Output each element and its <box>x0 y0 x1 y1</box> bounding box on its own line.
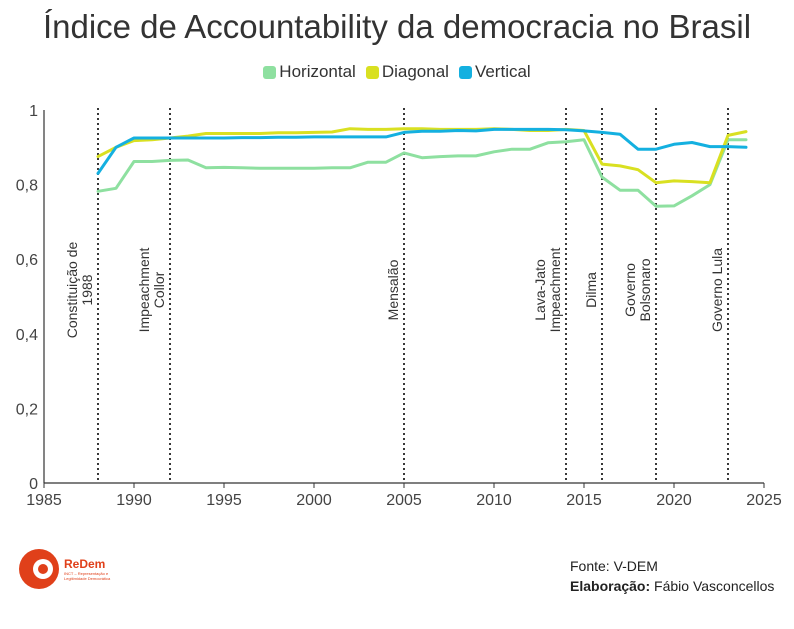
event-label-line: 1988 <box>79 274 95 305</box>
event-label-line: Governo <box>622 263 638 317</box>
logo-name: ReDem <box>64 557 106 571</box>
x-tick-label: 2025 <box>746 492 782 509</box>
event-label: Constituição de 1988 <box>64 242 95 339</box>
series-line-diagonal <box>96 127 748 185</box>
legend-swatch-vertical <box>458 65 472 79</box>
series-line-vertical <box>96 127 748 175</box>
y-tick-label: 0,6 <box>16 252 38 269</box>
footer-credits: Fonte: V-DEM Elaboração: Fábio Vasconcel… <box>570 556 774 596</box>
event-label: Impeachment Collor <box>136 247 167 332</box>
redem-logo-icon <box>19 549 59 589</box>
y-tick-label: 0,8 <box>16 178 38 195</box>
x-tick-label: 2005 <box>386 492 422 509</box>
legend-swatch-diagonal <box>365 65 379 79</box>
event-label-line: Mensalão <box>385 259 401 320</box>
logo-text: ReDem INCT – Representação e Legitimidad… <box>64 557 114 581</box>
legend-swatch-horizontal <box>263 65 277 79</box>
event-annotations: Constituição de 1988 Impeachment Collor Mens… <box>64 108 729 483</box>
axes: 1985 1990 1995 2000 2005 2010 2015 2020 2025 0 0,2… <box>16 103 782 509</box>
y-tick-label: 1 <box>29 103 38 120</box>
event-label-line: Governo Lula <box>709 248 725 332</box>
event-label: Governo Lula <box>709 248 725 332</box>
credit-label: Elaboração: <box>570 578 651 594</box>
event-label-line: Dilma <box>583 272 599 308</box>
event-label-line: Impeachment <box>136 247 152 332</box>
x-tick-label: 1985 <box>26 492 62 509</box>
y-tick-label: 0,2 <box>16 401 38 418</box>
credit-line: Elaboração: Fábio Vasconcellos <box>570 576 774 596</box>
x-tick-label: 2010 <box>476 492 512 509</box>
event-label-line: Impeachment <box>547 247 563 332</box>
event-label: Lava-Jato Impeachment <box>532 247 563 332</box>
x-tick-label: 1995 <box>206 492 242 509</box>
event-label: Governo Bolsonaro <box>622 258 653 321</box>
legend: Horizontal Diagonal Vertical <box>0 62 794 82</box>
event-label-line: Lava-Jato <box>532 259 548 321</box>
y-tick-label: 0,4 <box>16 327 38 344</box>
legend-item-vertical[interactable]: Vertical <box>458 62 531 82</box>
source-text: Fonte: V-DEM <box>570 558 658 574</box>
x-tick-label: 1990 <box>116 492 152 509</box>
series-lines <box>96 127 748 208</box>
y-tick-label: 0 <box>29 476 38 493</box>
series-line-horizontal <box>96 138 748 208</box>
legend-item-horizontal[interactable]: Horizontal <box>263 62 356 82</box>
x-tick-label: 2015 <box>566 492 602 509</box>
logo-subtitle: INCT – Representação e Legitimidade Demo… <box>64 571 111 581</box>
legend-label-vertical: Vertical <box>474 62 531 81</box>
legend-label-diagonal: Diagonal <box>381 62 449 81</box>
event-label-line: Constituição de <box>64 242 80 339</box>
x-tick-label: 2020 <box>656 492 692 509</box>
legend-item-diagonal[interactable]: Diagonal <box>365 62 449 82</box>
event-label-line: Collor <box>151 271 167 308</box>
event-label: Mensalão <box>385 259 401 320</box>
redem-logo: ReDem INCT – Representação e Legitimidad… <box>18 548 114 590</box>
legend-label-horizontal: Horizontal <box>279 62 356 81</box>
event-label-line: Bolsonaro <box>637 258 653 321</box>
x-tick-label: 2000 <box>296 492 332 509</box>
event-label: Dilma <box>583 272 599 308</box>
chart-title: Índice de Accountability da democracia n… <box>42 8 752 45</box>
credit-name: Fábio Vasconcellos <box>654 578 775 594</box>
